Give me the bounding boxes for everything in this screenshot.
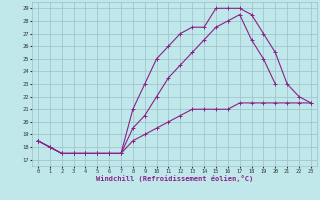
X-axis label: Windchill (Refroidissement éolien,°C): Windchill (Refroidissement éolien,°C) bbox=[96, 175, 253, 182]
